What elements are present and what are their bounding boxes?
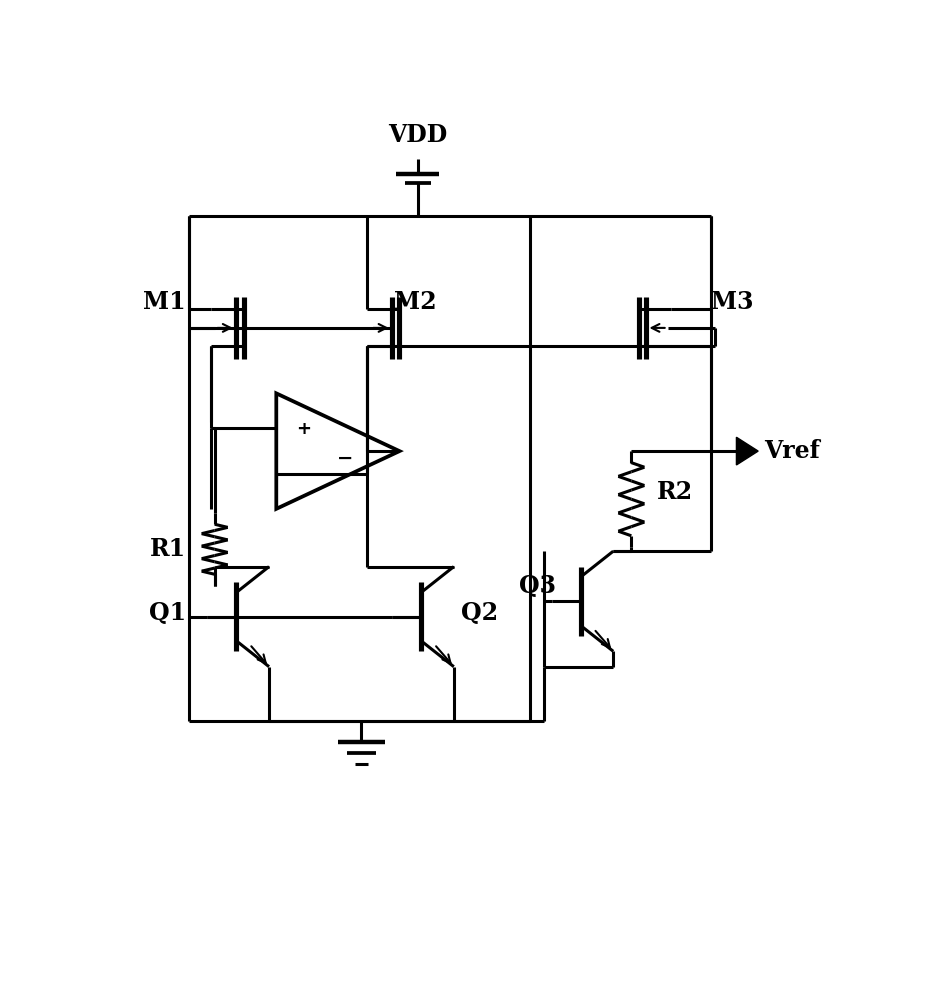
Text: +: + (296, 420, 311, 438)
Text: Q1: Q1 (149, 601, 186, 625)
Text: M2: M2 (394, 290, 437, 314)
Text: R1: R1 (150, 537, 186, 561)
Text: Q3: Q3 (519, 574, 556, 598)
Text: M1: M1 (143, 290, 186, 314)
Text: Vref: Vref (764, 439, 820, 463)
Text: −: − (337, 449, 353, 468)
Text: VDD: VDD (388, 123, 447, 147)
Polygon shape (737, 437, 758, 465)
Text: Q2: Q2 (461, 601, 498, 625)
Text: R2: R2 (656, 480, 693, 504)
Text: M3: M3 (712, 290, 754, 314)
